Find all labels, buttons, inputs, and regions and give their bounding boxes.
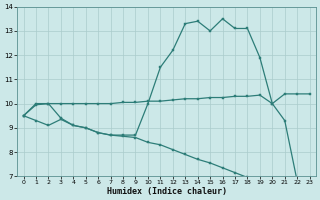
X-axis label: Humidex (Indice chaleur): Humidex (Indice chaleur) — [107, 187, 227, 196]
